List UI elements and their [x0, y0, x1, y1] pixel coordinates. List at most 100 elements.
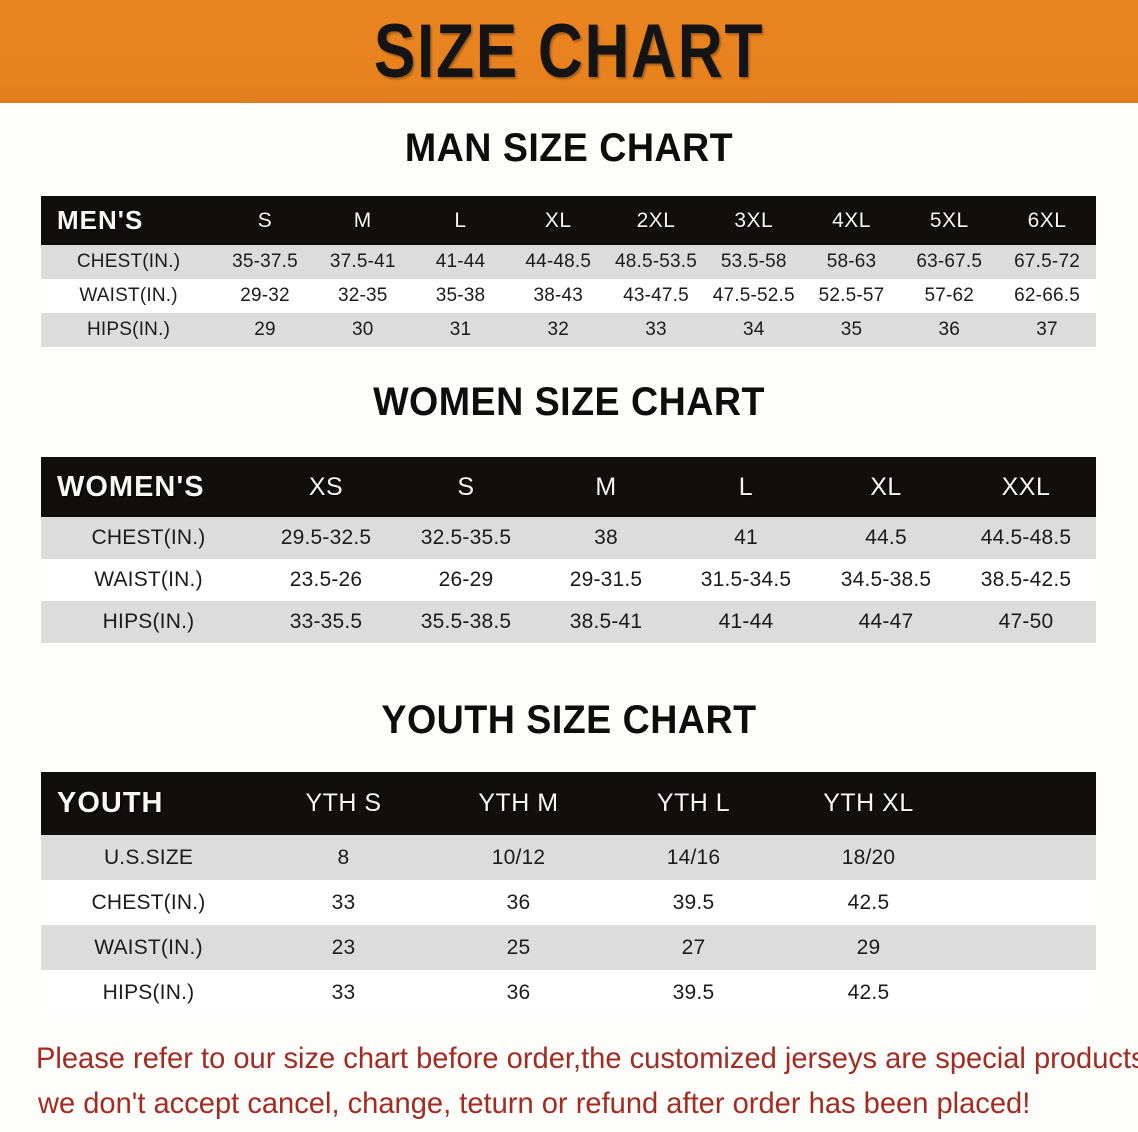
- column-header: 6XL: [1027, 208, 1067, 232]
- table-header-row: MEN'S S M L XL 2XL 3XL 4XL 5XL 6XL: [41, 196, 1096, 245]
- table-cell: 29: [856, 935, 881, 959]
- table-cell: 10/12: [491, 845, 546, 869]
- table-cell: 29-32: [240, 285, 290, 306]
- table-cell: 44.5: [865, 526, 907, 549]
- column-header: M: [595, 472, 617, 501]
- column-header: 4XL: [832, 208, 871, 232]
- table-cell: 29.5-32.5: [280, 526, 372, 549]
- table-cell: 62-66.5: [1014, 285, 1080, 306]
- table-row: HIPS(IN.) 29 30 31 32 33 34 35 36 37: [41, 313, 1096, 347]
- table-cell: 38-43: [533, 285, 584, 306]
- table-cell: 63-67.5: [916, 251, 983, 272]
- youth-section-title: YOUTH SIZE CHART: [381, 698, 757, 742]
- disclaimer-line-1: Please refer to our size chart before or…: [36, 1042, 1138, 1075]
- table-cell: 35.5-38.5: [420, 610, 512, 633]
- table-cell: 37: [1036, 319, 1058, 340]
- column-header: S: [257, 208, 273, 232]
- women-table-header: WOMEN'S XS S M L XL XXL: [41, 457, 1096, 517]
- table-cell: 38: [594, 526, 618, 549]
- men-table-body: CHEST(IN.) 35-37.5 37.5-41 41-44 44-48.5…: [41, 245, 1096, 347]
- column-header: XS: [308, 472, 344, 501]
- row-label: CHEST(IN.): [91, 526, 206, 549]
- row-label: U.S.SIZE: [103, 845, 194, 869]
- table-cell: 41: [734, 526, 758, 549]
- youth-size-table: YOUTH YTH S YTH M YTH L YTH XL U.S.SIZE …: [41, 772, 1096, 1015]
- row-label: HIPS(IN.): [102, 980, 195, 1004]
- page-banner: SIZE CHART: [0, 0, 1138, 103]
- men-table-header: MEN'S S M L XL 2XL 3XL 4XL 5XL 6XL: [41, 196, 1096, 245]
- table-cell: 33-35.5: [289, 610, 363, 633]
- youth-table-body: U.S.SIZE 8 10/12 14/16 18/20 CHEST(IN.) …: [41, 835, 1096, 1015]
- men-row-header-label: MEN'S: [57, 205, 144, 235]
- row-label: CHEST(IN.): [91, 890, 206, 914]
- column-header: YTH S: [305, 789, 382, 817]
- table-cell: 35: [840, 319, 863, 340]
- row-label: WAIST(IN.): [94, 568, 203, 591]
- table-cell: 31: [449, 319, 472, 340]
- table-cell: 41-44: [718, 610, 774, 633]
- table-cell-spacer: [956, 925, 1096, 970]
- table-row: CHEST(IN.) 33 36 39.5 42.5: [41, 880, 1096, 925]
- table-cell: 27: [681, 935, 706, 959]
- table-row: WAIST(IN.) 23 25 27 29: [41, 925, 1096, 970]
- table-cell: 58-63: [826, 251, 877, 272]
- row-label: WAIST(IN.): [94, 935, 203, 959]
- table-cell: 32-35: [337, 285, 388, 306]
- women-section-title: WOMEN SIZE CHART: [373, 380, 765, 424]
- table-cell: 8: [337, 845, 350, 869]
- table-cell: 29: [254, 319, 276, 340]
- table-cell: 67.5-72: [1014, 251, 1080, 272]
- table-header-row: YOUTH YTH S YTH M YTH L YTH XL: [41, 772, 1096, 835]
- table-cell: 52.5-57: [818, 285, 885, 306]
- column-header: XL: [870, 472, 902, 501]
- table-cell: 57-62: [924, 285, 975, 306]
- table-cell: 44-48.5: [525, 251, 592, 272]
- table-cell: 26-29: [438, 568, 494, 591]
- banner-title: SIZE CHART: [373, 8, 765, 94]
- column-header: XXL: [1001, 472, 1051, 501]
- table-cell: 42.5: [847, 890, 890, 914]
- table-cell: 39.5: [672, 980, 715, 1004]
- table-cell: 23.5-26: [289, 568, 363, 591]
- table-cell: 47-50: [998, 610, 1054, 633]
- table-cell: 32.5-35.5: [420, 526, 512, 549]
- table-cell-spacer: [956, 970, 1096, 1015]
- table-cell: 35-38: [435, 285, 486, 306]
- column-header: YTH XL: [823, 789, 914, 817]
- table-cell: 33: [645, 319, 667, 340]
- table-cell-spacer: [956, 835, 1096, 880]
- table-cell: 18/20: [841, 845, 896, 869]
- table-cell: 53.5-58: [720, 251, 787, 272]
- table-row: HIPS(IN.) 33 36 39.5 42.5: [41, 970, 1096, 1015]
- table-cell: 33: [331, 980, 356, 1004]
- column-header: M: [353, 208, 372, 232]
- table-cell: 39.5: [672, 890, 715, 914]
- column-header: 3XL: [734, 208, 774, 232]
- column-header: 2XL: [636, 208, 676, 232]
- disclaimer-line-2: we don't accept cancel, change, teturn o…: [37, 1087, 1031, 1120]
- column-header: L: [454, 208, 467, 232]
- table-cell: 30: [351, 319, 374, 340]
- table-row: HIPS(IN.) 33-35.5 35.5-38.5 38.5-41 41-4…: [41, 601, 1096, 643]
- column-header: YTH L: [656, 789, 731, 817]
- table-row: CHEST(IN.) 35-37.5 37.5-41 41-44 44-48.5…: [41, 245, 1096, 279]
- table-cell: 44.5-48.5: [980, 526, 1072, 549]
- women-row-header-label: WOMEN'S: [57, 470, 205, 503]
- table-cell: 38.5-42.5: [980, 568, 1072, 591]
- table-cell: 14/16: [666, 845, 721, 869]
- table-row: CHEST(IN.) 29.5-32.5 32.5-35.5 38 41 44.…: [41, 517, 1096, 559]
- table-cell: 35-37.5: [232, 251, 298, 272]
- youth-table-header: YOUTH YTH S YTH M YTH L YTH XL: [41, 772, 1096, 835]
- youth-row-header-label: YOUTH: [57, 787, 164, 819]
- women-table-body: CHEST(IN.) 29.5-32.5 32.5-35.5 38 41 44.…: [41, 517, 1096, 643]
- table-cell: 33: [331, 890, 356, 914]
- table-row: WAIST(IN.) 23.5-26 26-29 29-31.5 31.5-34…: [41, 559, 1096, 601]
- row-label: HIPS(IN.): [102, 610, 195, 633]
- table-row: U.S.SIZE 8 10/12 14/16 18/20: [41, 835, 1096, 880]
- table-cell: 47.5-52.5: [712, 285, 795, 306]
- table-cell: 25: [506, 935, 531, 959]
- table-cell: 34: [742, 319, 765, 340]
- column-header: YTH M: [478, 789, 559, 817]
- table-row: WAIST(IN.) 29-32 32-35 35-38 38-43 43-47…: [41, 279, 1096, 313]
